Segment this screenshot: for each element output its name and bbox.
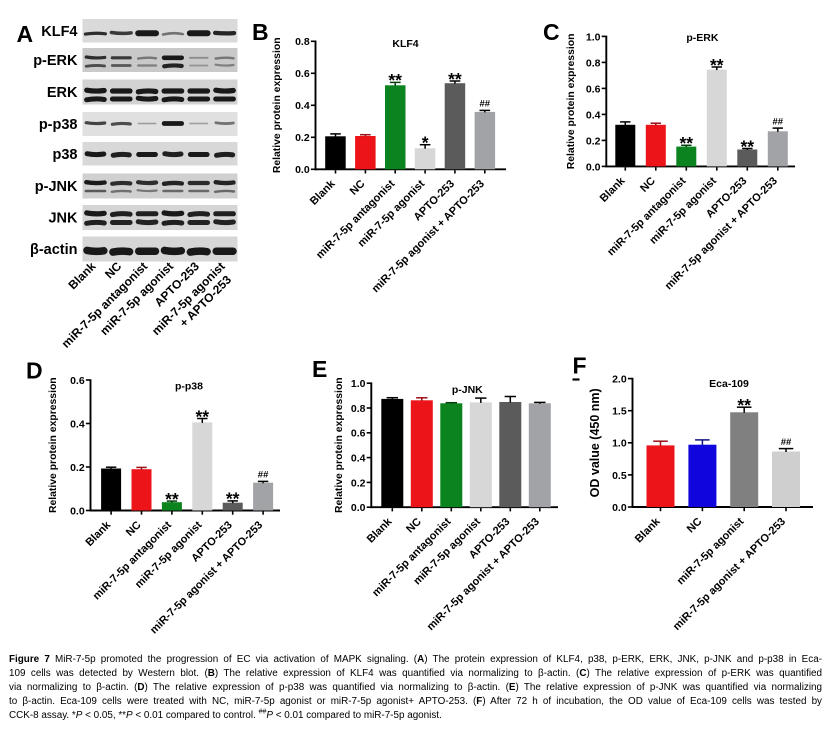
svg-text:Relative protein expression: Relative protein expression [566,34,577,170]
svg-text:C: C [543,19,560,45]
svg-text:NC: NC [124,519,144,539]
svg-text:0.6: 0.6 [586,83,601,95]
svg-text:**: ** [740,136,754,156]
svg-text:KLF4: KLF4 [392,38,418,50]
svg-text:NC: NC [685,516,705,536]
svg-text:D: D [26,357,43,383]
svg-text:1.0: 1.0 [586,31,601,43]
svg-text:0.4: 0.4 [70,418,85,430]
svg-text:0.0: 0.0 [70,505,85,517]
svg-text:Blank: Blank [598,174,628,204]
svg-text:Relative protein expression: Relative protein expression [48,377,59,513]
svg-text:F: F [573,353,587,379]
svg-text:p-p38: p-p38 [39,117,78,133]
svg-text:p-p38: p-p38 [175,380,203,392]
svg-text:miR-7-5p agonist + APTO-253: miR-7-5p agonist + APTO-253 [663,175,780,292]
svg-text:**: ** [710,55,724,75]
svg-text:0.4: 0.4 [351,453,366,465]
svg-text:**: ** [737,395,751,415]
svg-text:##: ## [773,116,784,127]
svg-text:Relative protein expression: Relative protein expression [334,377,345,513]
svg-text:p38: p38 [53,147,78,163]
svg-text:**: ** [165,489,179,509]
svg-text:0.2: 0.2 [586,135,601,147]
svg-text:1.0: 1.0 [351,378,366,390]
svg-text:Blank: Blank [365,515,395,545]
svg-text:##: ## [480,99,491,110]
svg-text:##: ## [781,437,792,448]
svg-text:p-ERK: p-ERK [686,32,718,44]
svg-text:Eca-109: Eca-109 [709,378,749,390]
svg-text:**: ** [448,69,462,89]
svg-text:A: A [17,21,34,47]
svg-text:miR-7-5p agonist + APTO-253: miR-7-5p agonist + APTO-253 [148,519,265,636]
svg-text:1.0: 1.0 [612,438,627,450]
svg-text:0.0: 0.0 [351,502,366,514]
svg-text:**: ** [226,489,240,509]
svg-text:0.2: 0.2 [295,132,310,144]
svg-text:*: * [422,133,429,153]
svg-text:0.0: 0.0 [295,164,310,176]
svg-text:**: ** [195,406,209,426]
svg-text:0.0: 0.0 [586,161,601,173]
svg-text:0.4: 0.4 [295,100,310,112]
svg-text:E: E [312,356,327,382]
svg-text:**: ** [388,70,402,90]
svg-text:0.8: 0.8 [351,403,366,415]
svg-text:β-actin: β-actin [30,242,78,258]
svg-text:Blank: Blank [66,259,99,292]
svg-text:0.6: 0.6 [351,428,366,440]
svg-text:NC: NC [404,516,424,536]
svg-text:Blank: Blank [633,515,663,545]
svg-text:**: ** [679,133,693,153]
svg-text:Blank: Blank [308,177,338,207]
svg-text:2.0: 2.0 [612,374,627,386]
svg-text:0.8: 0.8 [295,36,310,48]
svg-text:p-JNK: p-JNK [35,179,78,195]
svg-text:0.8: 0.8 [586,57,601,69]
svg-text:0.4: 0.4 [586,109,601,121]
svg-text:p-ERK: p-ERK [33,53,78,69]
svg-text:NC: NC [348,178,368,198]
svg-text:1.5: 1.5 [612,406,627,418]
svg-text:ERK: ERK [47,85,78,101]
svg-text:0.0: 0.0 [612,502,627,514]
svg-text:NC: NC [638,175,658,195]
svg-text:JNK: JNK [48,211,78,227]
svg-text:KLF4: KLF4 [41,24,77,40]
svg-text:Relative protein expression: Relative protein expression [272,37,283,173]
svg-text:0.2: 0.2 [351,477,366,489]
svg-text:0.5: 0.5 [612,470,627,482]
svg-text:##: ## [258,470,269,481]
svg-text:OD value (450 nm): OD value (450 nm) [588,388,602,497]
svg-text:B: B [252,19,269,45]
svg-text:0.6: 0.6 [295,68,310,80]
svg-text:p-JNK: p-JNK [452,384,483,396]
svg-text:0.6: 0.6 [70,375,85,387]
svg-text:0.2: 0.2 [70,462,85,474]
svg-text:Blank: Blank [84,519,114,549]
